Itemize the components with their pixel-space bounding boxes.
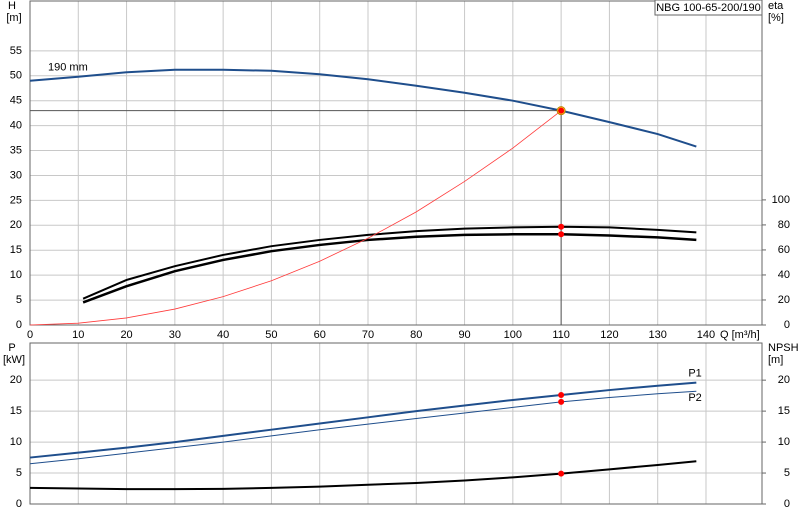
y-tick-label: 0 <box>16 319 22 331</box>
x-tick-label: 60 <box>314 329 326 341</box>
x-tick-label: 10 <box>72 329 84 341</box>
y2-tick-label: 20 <box>778 294 790 306</box>
y-tick-label: 15 <box>10 244 22 256</box>
series-line <box>29 110 562 326</box>
y-tick-label: 40 <box>10 120 22 132</box>
x-tick-label: 40 <box>217 329 229 341</box>
y-axis-label: H <box>8 0 16 12</box>
x-tick-label: 30 <box>169 329 181 341</box>
y-tick-label: 15 <box>10 405 22 417</box>
series-line <box>29 390 697 465</box>
y2-tick-label: 100 <box>772 194 790 206</box>
y-tick-label: 25 <box>10 194 22 206</box>
y-tick-label: 50 <box>10 70 22 82</box>
y2-axis-unit: [%] <box>768 12 784 24</box>
duty-point <box>558 398 565 405</box>
series-label: P2 <box>688 392 701 404</box>
plot-frame <box>29 0 763 326</box>
x-tick-label: 70 <box>362 329 374 341</box>
y-tick-label: 45 <box>10 95 22 107</box>
y-tick-label: 20 <box>10 219 22 231</box>
series-label: 190 mm <box>48 62 88 74</box>
series-line <box>29 68 697 148</box>
x-tick-label: 50 <box>265 329 277 341</box>
x-tick-label: 140 <box>697 329 715 341</box>
plot-frame <box>29 342 763 505</box>
duty-point <box>558 107 565 114</box>
y-tick-label: 10 <box>10 269 22 281</box>
y-axis-label: P <box>8 342 15 354</box>
duty-point <box>558 223 565 230</box>
series-line <box>82 233 697 304</box>
y-tick-label: 20 <box>10 374 22 386</box>
duty-point <box>558 392 565 399</box>
x-tick-label: 80 <box>410 329 422 341</box>
chart-title: NBG 100-65-200/190 <box>656 2 761 14</box>
y-axis-unit: [m] <box>6 12 21 24</box>
y-tick-label: 30 <box>10 169 22 181</box>
duty-point <box>558 470 565 477</box>
y2-tick-label: 0 <box>784 319 790 331</box>
y2-tick-label: 80 <box>778 219 790 231</box>
duty-point <box>558 231 565 238</box>
y-tick-label: 10 <box>10 436 22 448</box>
y2-tick-label: 15 <box>778 405 790 417</box>
series-line <box>82 225 697 300</box>
y2-tick-label: 0 <box>784 498 790 510</box>
x-tick-label: 20 <box>120 329 132 341</box>
y2-tick-label: 5 <box>784 467 790 479</box>
y-tick-label: 0 <box>16 498 22 510</box>
series-label: P1 <box>688 368 701 380</box>
y2-tick-label: 20 <box>778 374 790 386</box>
x-axis-label: Q [m³/h] <box>720 329 760 341</box>
y-tick-label: 5 <box>16 294 22 306</box>
x-tick-label: 0 <box>27 329 33 341</box>
x-tick-label: 90 <box>458 329 470 341</box>
series-line <box>29 381 697 459</box>
y2-tick-label: 40 <box>778 269 790 281</box>
y-tick-label: 5 <box>16 467 22 479</box>
y-tick-label: 55 <box>10 45 22 57</box>
y2-axis-label: eta <box>768 0 784 12</box>
series-line <box>29 460 697 491</box>
title-box <box>654 0 763 16</box>
y2-tick-label: 60 <box>778 244 790 256</box>
y2-tick-label: 10 <box>778 436 790 448</box>
x-tick-label: 120 <box>600 329 618 341</box>
x-tick-label: 110 <box>552 329 570 341</box>
x-tick-label: 100 <box>504 329 522 341</box>
y-tick-label: 35 <box>10 144 22 156</box>
y-axis-unit: [kW] <box>3 354 25 366</box>
y2-axis-unit: [m] <box>768 354 783 366</box>
x-tick-label: 130 <box>649 329 667 341</box>
y2-axis-label: NPSH <box>768 342 799 354</box>
